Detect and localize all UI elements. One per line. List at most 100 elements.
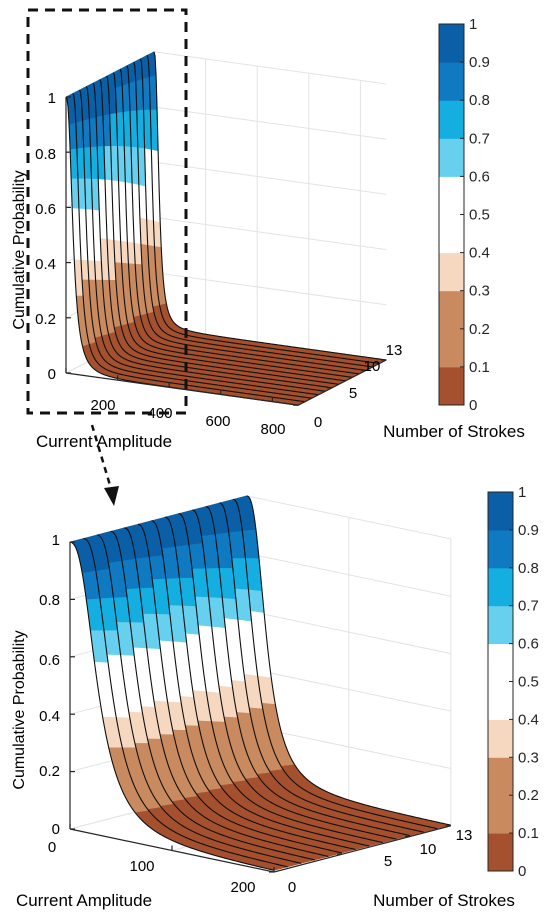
surface-cell — [146, 733, 162, 740]
z-axis-label: Cumulative Probability — [11, 170, 28, 329]
surface-cell — [173, 650, 190, 661]
x-tick-label: 200 — [90, 397, 115, 414]
surface-cell — [144, 723, 160, 730]
colorbar-segment — [439, 252, 464, 292]
surface-cell — [169, 614, 185, 625]
surface-cell — [180, 587, 196, 598]
surface-cell — [191, 568, 208, 579]
surface-cell — [139, 693, 155, 702]
surface-cell — [133, 655, 150, 666]
surface-cell — [162, 747, 179, 752]
surface-cell — [217, 558, 234, 569]
surface-cell — [163, 561, 179, 571]
surface-cell — [201, 739, 217, 744]
surface-cell — [160, 649, 176, 660]
surface-cell — [226, 731, 243, 737]
surface-cell — [168, 707, 184, 716]
surface-cell — [171, 632, 187, 644]
colorbar-segment — [439, 214, 464, 254]
colorbar-tick-label: 0.8 — [469, 92, 490, 109]
stroke-curve — [153, 51, 387, 361]
surface-cell — [223, 608, 239, 621]
surface-cell — [205, 568, 221, 579]
surface-cell — [264, 718, 280, 725]
surface-cell — [157, 724, 174, 731]
surface-cell — [250, 718, 267, 725]
surface-cell — [215, 540, 232, 551]
surface-cell — [183, 615, 199, 626]
surface-cell — [125, 588, 142, 598]
surface-cell — [267, 731, 283, 737]
surface-cell — [203, 549, 219, 560]
surface-cell — [268, 735, 284, 740]
surface-cell — [248, 589, 264, 603]
surface-cell — [207, 587, 223, 599]
surface-cell — [189, 747, 206, 752]
surface-cell — [231, 558, 247, 569]
surface-cell — [223, 716, 240, 724]
surface-cell — [162, 553, 178, 564]
surface-cell — [194, 596, 211, 608]
surface-cell — [169, 713, 185, 721]
colorbar-segment — [439, 138, 464, 177]
surface-cell — [163, 751, 180, 756]
surface-cell — [142, 712, 158, 720]
surface-cell — [147, 738, 163, 744]
surface-cell — [144, 631, 160, 642]
surface-cell — [229, 539, 245, 550]
surface-cell — [209, 607, 225, 619]
surface-cell — [235, 599, 251, 612]
surface-cell — [152, 587, 169, 597]
surface-cell — [200, 734, 216, 740]
surface-cell — [151, 687, 167, 696]
surface-cell — [175, 743, 191, 748]
surface-cell — [136, 679, 153, 688]
surface-cell — [230, 548, 246, 559]
y-tick-label: 13 — [386, 342, 403, 359]
surface-cell — [206, 577, 222, 589]
colorbar-segment — [439, 176, 464, 215]
surface-cell — [227, 735, 244, 741]
surface-cell — [203, 746, 219, 752]
surface-cell — [254, 735, 271, 740]
colorbar-tick-label: 0.7 — [469, 130, 490, 147]
colorbar-segment — [439, 24, 464, 63]
surface-cell — [225, 726, 242, 733]
surface-cell — [138, 579, 154, 589]
surface-cell — [126, 596, 143, 606]
colorbar-tick-label: 1 — [469, 16, 477, 33]
surface-cell — [244, 547, 260, 559]
surface-plot-top: 0 0.2 0.4 0.6 0.8 1 200 400 600 800 0 5 … — [11, 8, 525, 506]
surface-cell — [152, 694, 168, 703]
colorbar-segment — [439, 100, 464, 139]
surface-cell — [130, 630, 147, 641]
surface-cell — [176, 552, 192, 562]
surface-cell — [210, 616, 226, 629]
colorbar-tick-label: 0 — [469, 397, 477, 414]
surface-cell — [182, 714, 199, 722]
colorbar-segment — [439, 62, 464, 101]
surface-top — [65, 51, 388, 406]
surface-cell — [188, 743, 205, 748]
surface-cell — [148, 743, 164, 749]
surface-cell — [187, 739, 204, 744]
surface-cell — [220, 587, 237, 600]
z-tick-label: 1 — [48, 90, 56, 107]
surface-cell — [178, 568, 194, 579]
surface-cell — [155, 713, 172, 720]
surface-cell — [199, 730, 215, 736]
surface-cell — [265, 723, 281, 729]
surface-cell — [153, 700, 169, 709]
y-tick-label: 10 — [364, 358, 381, 375]
colorbar-top: 00.10.20.30.40.50.60.70.80.91 — [438, 16, 490, 414]
y-tick-label: 0 — [314, 414, 322, 431]
surface-cell — [215, 739, 231, 744]
surface-cell — [143, 718, 159, 725]
colorbar-segment — [439, 366, 464, 406]
surface-cell — [219, 577, 236, 590]
surface-cell — [197, 625, 214, 637]
surface-cell — [224, 721, 241, 728]
surface-cell — [162, 665, 178, 676]
surface-cell — [192, 577, 209, 588]
surface-cell — [135, 671, 152, 681]
